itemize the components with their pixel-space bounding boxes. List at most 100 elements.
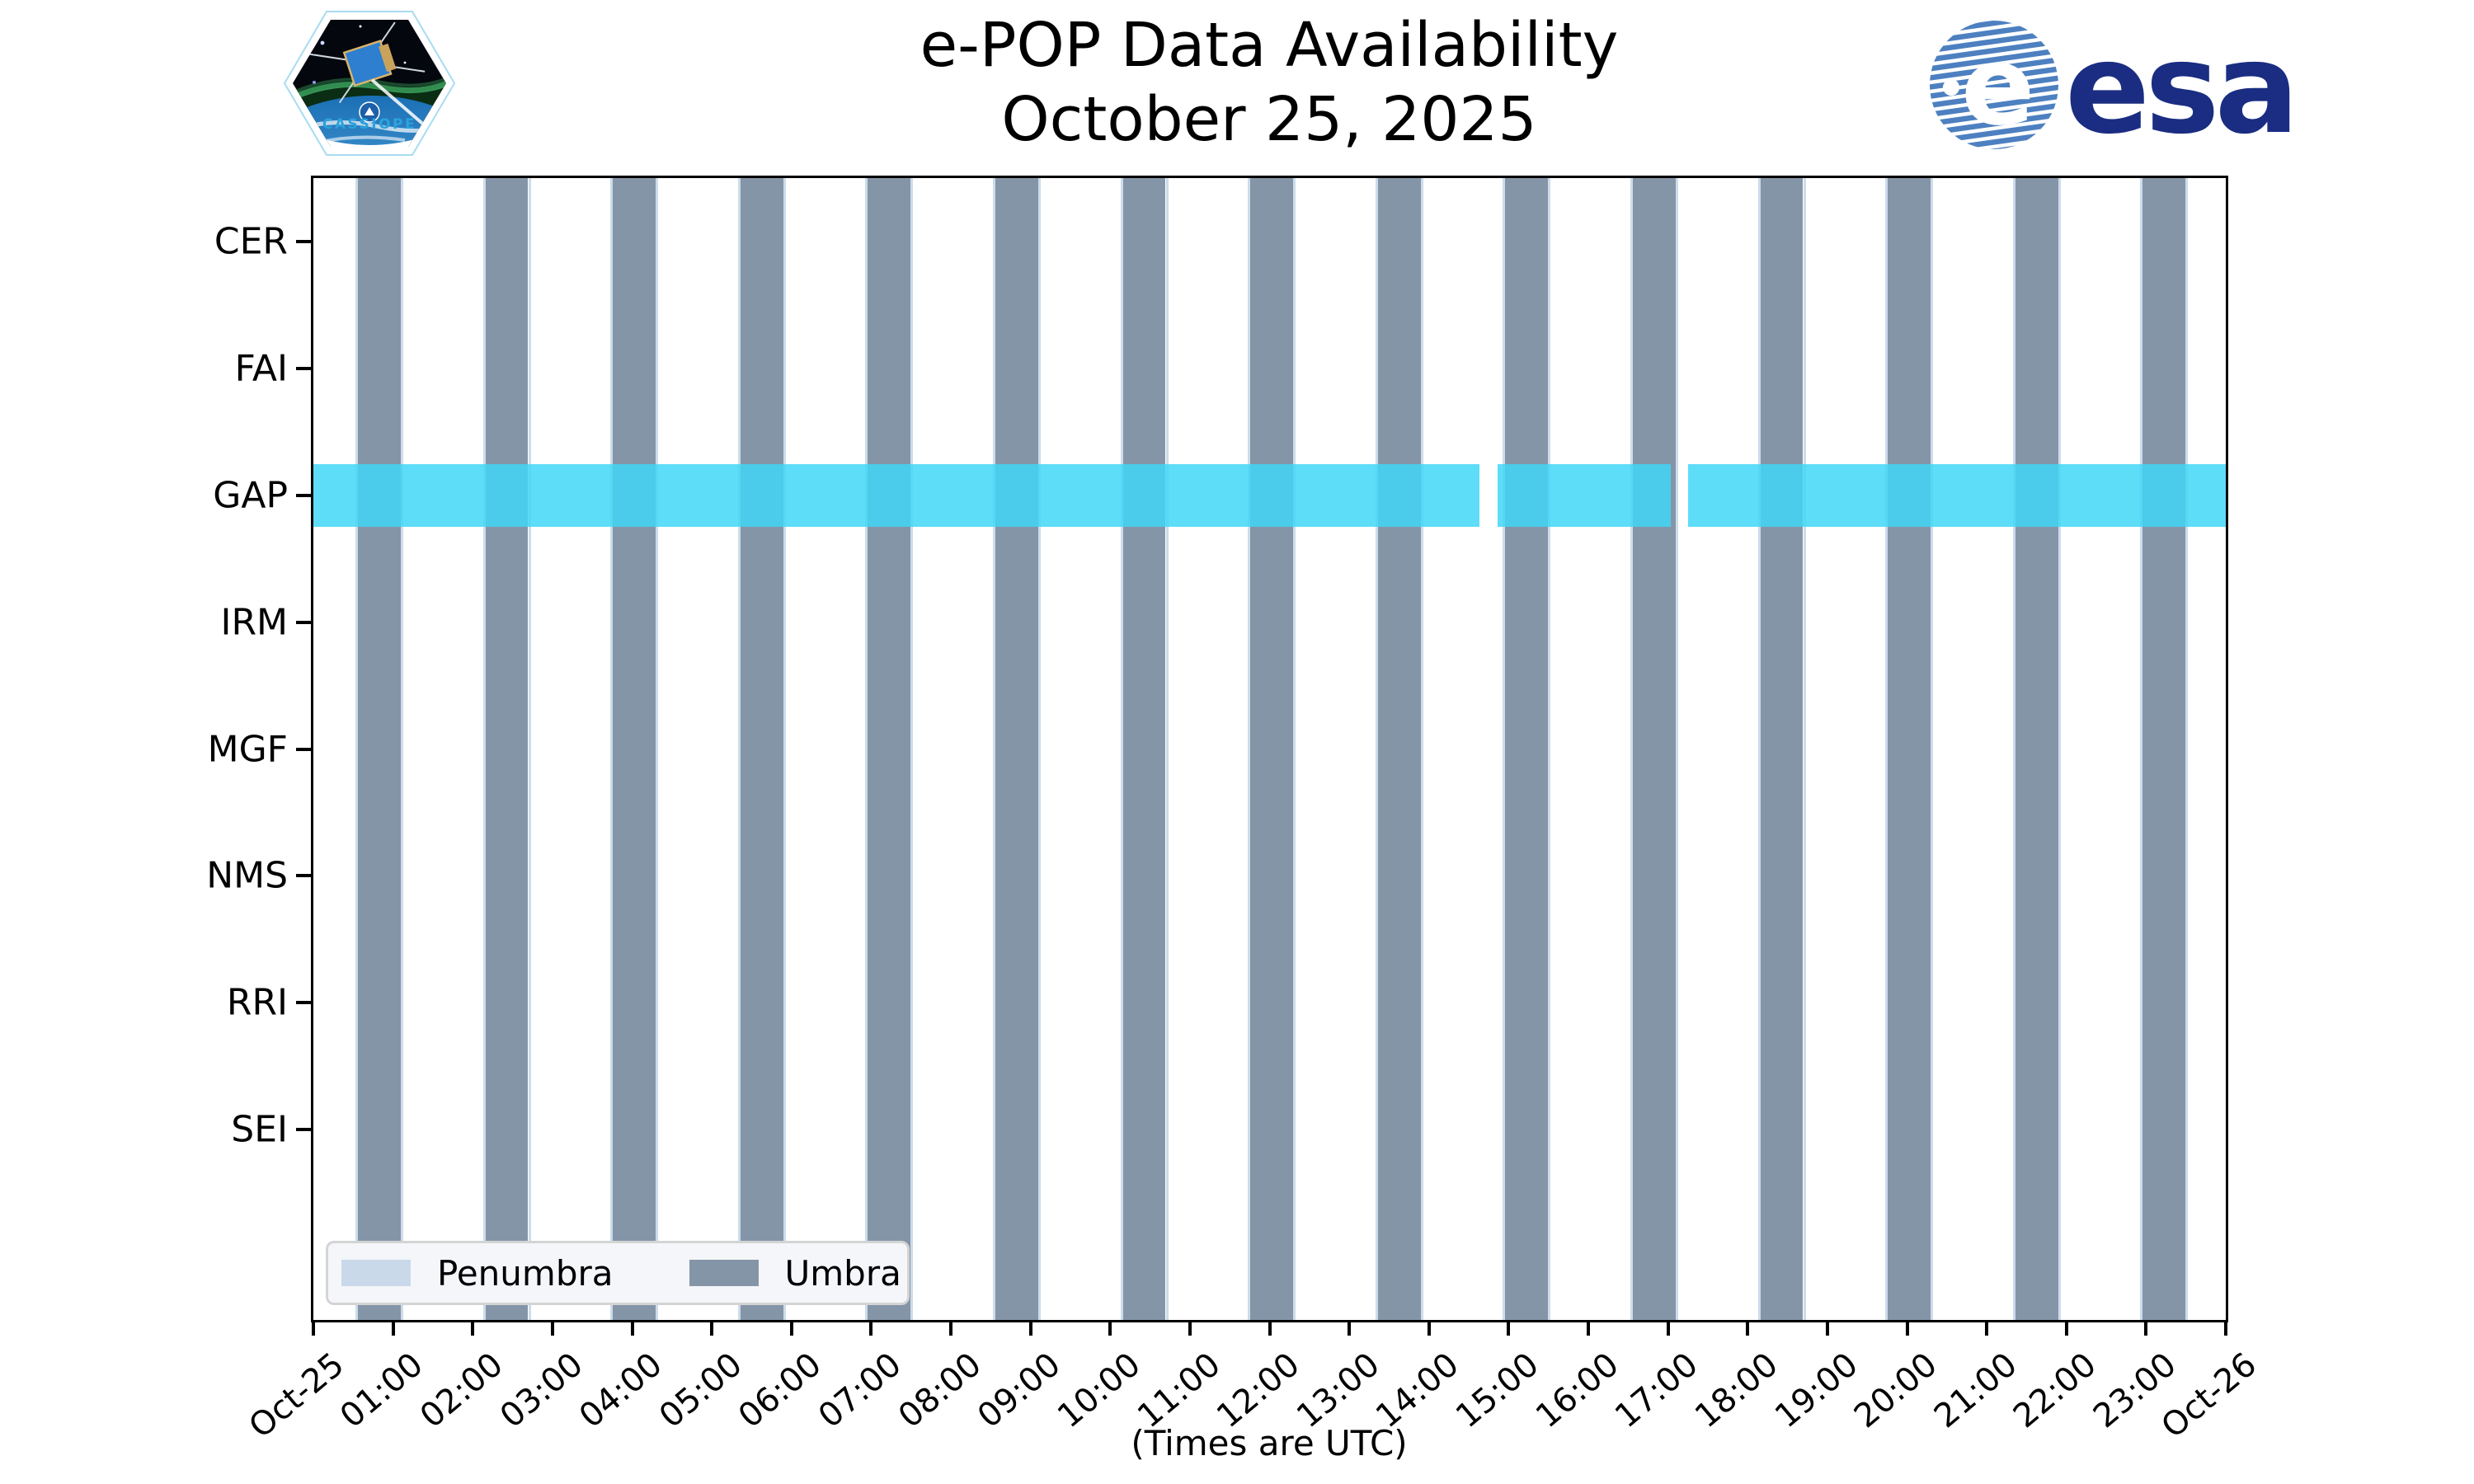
penumbra-strip xyxy=(865,178,868,1320)
x-tick-label: 03:00 xyxy=(492,1345,590,1436)
penumbra-strip xyxy=(1675,178,1678,1320)
x-tick xyxy=(550,1322,554,1336)
penumbra-strip xyxy=(1120,178,1123,1320)
x-tick-label: 11:00 xyxy=(1130,1345,1228,1436)
x-tick-label: 22:00 xyxy=(2006,1345,2105,1436)
x-tick-label: 20:00 xyxy=(1847,1345,1945,1436)
penumbra-strip xyxy=(1885,178,1888,1320)
chart-title: e-POP Data Availability xyxy=(920,10,1619,81)
esa-wordmark: esa xyxy=(2065,16,2294,158)
y-tick xyxy=(296,239,311,243)
penumbra-strip xyxy=(610,178,614,1320)
x-tick-label: 02:00 xyxy=(412,1345,510,1436)
legend-umbra-label: Umbra xyxy=(784,1252,901,1294)
umbra-bar xyxy=(1888,178,1931,1320)
x-tick-label: 07:00 xyxy=(811,1345,909,1436)
x-tick xyxy=(789,1322,793,1336)
penumbra-strip xyxy=(528,178,531,1320)
x-tick-label: Oct-25 xyxy=(241,1345,351,1446)
umbra-bar xyxy=(1632,178,1676,1320)
x-tick-label: 04:00 xyxy=(572,1345,670,1436)
penumbra-strip xyxy=(2058,178,2061,1320)
x-tick-label: 10:00 xyxy=(1050,1345,1148,1436)
y-tick-label: FAI xyxy=(234,347,288,390)
umbra-bar xyxy=(995,178,1038,1320)
y-tick-label: CER xyxy=(214,220,288,263)
x-tick xyxy=(1188,1322,1192,1336)
x-tick xyxy=(869,1322,873,1336)
x-tick-label: 15:00 xyxy=(1449,1345,1546,1436)
x-tick-label: 14:00 xyxy=(1369,1345,1467,1436)
x-tick xyxy=(710,1322,714,1336)
legend: Penumbra Umbra xyxy=(326,1241,910,1305)
x-tick xyxy=(1666,1322,1670,1336)
cassiope-wordmark: CASSIOPE xyxy=(322,116,416,133)
y-tick-label: MGF xyxy=(207,728,288,770)
y-tick xyxy=(296,366,311,370)
availability-segment xyxy=(1497,463,1671,527)
x-tick xyxy=(949,1322,952,1336)
penumbra-strip xyxy=(910,178,914,1320)
umbra-bar xyxy=(2142,178,2186,1320)
esa-globe: e xyxy=(1930,21,2058,150)
x-tick xyxy=(630,1322,634,1336)
x-tick-label: 17:00 xyxy=(1608,1345,1706,1436)
penumbra-strip xyxy=(1165,178,1169,1320)
x-tick-label: 06:00 xyxy=(731,1345,830,1436)
umbra-bar xyxy=(485,178,529,1320)
x-tick-label: 09:00 xyxy=(971,1345,1069,1436)
penumbra-strip xyxy=(1293,178,1296,1320)
eclipse-bars-layer xyxy=(313,178,2226,1320)
svg-text:e: e xyxy=(1961,23,2035,150)
x-tick xyxy=(1587,1322,1590,1336)
x-tick xyxy=(1746,1322,1750,1336)
penumbra-strip xyxy=(1248,178,1251,1320)
penumbra-strip xyxy=(2140,178,2143,1320)
x-tick xyxy=(1825,1322,1829,1336)
x-tick xyxy=(2224,1322,2227,1336)
umbra-bar xyxy=(1377,178,1421,1320)
penumbra-strip xyxy=(400,178,403,1320)
penumbra-strip xyxy=(783,178,786,1320)
x-tick xyxy=(471,1322,475,1336)
penumbra-strip xyxy=(1630,178,1633,1320)
legend-penumbra-swatch xyxy=(341,1260,411,1286)
x-tick xyxy=(1028,1322,1032,1336)
penumbra-strip xyxy=(992,178,995,1320)
penumbra-strip xyxy=(656,178,659,1320)
y-tick xyxy=(296,874,311,878)
x-tick xyxy=(2064,1322,2068,1336)
umbra-bar xyxy=(1505,178,1549,1320)
x-tick-label: 18:00 xyxy=(1687,1345,1785,1436)
availability-segment xyxy=(1687,463,2226,527)
umbra-bar xyxy=(357,178,401,1320)
y-tick xyxy=(296,1128,311,1132)
x-tick-label: 01:00 xyxy=(333,1345,431,1436)
penumbra-strip xyxy=(737,178,741,1320)
umbra-bar xyxy=(740,178,783,1320)
x-tick xyxy=(1905,1322,1909,1336)
x-tick xyxy=(1268,1322,1272,1336)
x-tick xyxy=(2144,1322,2148,1336)
chart-title-block: e-POP Data Availability October 25, 2025 xyxy=(920,8,1619,157)
x-tick xyxy=(391,1322,395,1336)
availability-segment xyxy=(313,463,1479,527)
umbra-bar xyxy=(613,178,656,1320)
x-tick-label: 21:00 xyxy=(1926,1345,2025,1436)
x-tick xyxy=(312,1322,315,1336)
y-tick xyxy=(296,620,311,624)
patch-satellite xyxy=(308,21,429,129)
penumbra-strip xyxy=(2185,178,2189,1320)
umbra-bar xyxy=(1760,178,1804,1320)
y-tick xyxy=(296,747,311,751)
penumbra-strip xyxy=(1037,178,1041,1320)
penumbra-strip xyxy=(1420,178,1423,1320)
penumbra-strip xyxy=(355,178,358,1320)
y-tick-label: SEI xyxy=(231,1108,288,1151)
x-tick-label: 13:00 xyxy=(1289,1345,1387,1436)
plot-area xyxy=(311,176,2228,1322)
y-tick-label: RRI xyxy=(226,981,288,1024)
umbra-bar xyxy=(2015,178,2058,1320)
x-tick xyxy=(1427,1322,1431,1336)
